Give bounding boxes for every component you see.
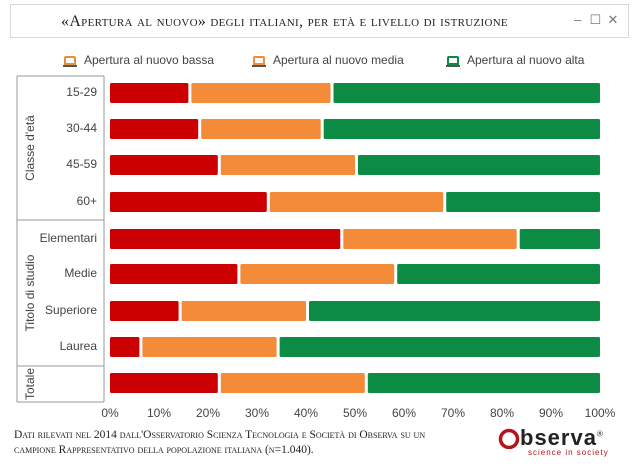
- bar-high: [358, 155, 600, 175]
- minimize-icon[interactable]: –: [574, 12, 582, 27]
- bar-medium: [142, 337, 277, 357]
- category-label: 15-29: [66, 85, 97, 99]
- category-label: Superiore: [45, 303, 97, 317]
- legend: Apertura al nuovo bassa Apertura al nuov…: [0, 50, 639, 70]
- group-label: Classe d'età: [23, 115, 37, 181]
- legend-item-medium[interactable]: Apertura al nuovo media: [252, 53, 404, 67]
- logo-tagline: science in society: [528, 448, 609, 457]
- x-tick-label: 90%: [539, 406, 563, 420]
- legend-medium-icon: [252, 55, 266, 67]
- bar-high: [333, 83, 600, 103]
- bar-medium: [201, 119, 321, 139]
- window-controls: – ☐ ✕: [571, 12, 620, 28]
- category-label: Medie: [64, 266, 97, 280]
- stacked-bar-chart: Classe d'età Titolo di studio Totale 15-29 3…: [16, 75, 616, 420]
- bar-low: [110, 301, 179, 321]
- x-tick-label: 50%: [343, 406, 367, 420]
- bar-medium: [181, 301, 306, 321]
- bar-high: [519, 229, 600, 249]
- bar-medium: [220, 155, 355, 175]
- bar-low: [110, 229, 341, 249]
- legend-high-label: Apertura al nuovo alta: [467, 53, 585, 67]
- x-tick-label: 40%: [294, 406, 318, 420]
- bar-low: [110, 192, 267, 212]
- x-tick-label: 80%: [490, 406, 514, 420]
- x-tick-label: 10%: [147, 406, 171, 420]
- x-tick-label: 60%: [392, 406, 416, 420]
- bar-medium: [220, 373, 365, 393]
- bar-low: [110, 373, 218, 393]
- x-tick-label: 70%: [441, 406, 465, 420]
- maximize-icon[interactable]: ☐: [589, 12, 602, 27]
- close-icon[interactable]: ✕: [607, 12, 619, 27]
- legend-high-icon: [446, 55, 460, 67]
- title-bar: «Apertura al nuovo» degli italiani, per …: [10, 4, 629, 38]
- category-label: Elementari: [40, 231, 97, 245]
- bar-low: [110, 155, 218, 175]
- category-label: 45-59: [66, 157, 97, 171]
- legend-low-label: Apertura al nuovo bassa: [84, 53, 215, 67]
- legend-medium-label: Apertura al nuovo media: [273, 53, 404, 67]
- x-tick-label: 100%: [585, 406, 616, 420]
- footer-note: Dati rilevati nel 2014 dall'Osservatorio…: [14, 429, 426, 456]
- bar-high: [309, 301, 600, 321]
- logo-ring-icon: [498, 428, 520, 449]
- category-label: Laurea: [60, 339, 98, 353]
- bar-medium: [269, 192, 444, 212]
- x-tick-label: 30%: [245, 406, 269, 420]
- group-label: Totale: [23, 368, 37, 400]
- legend-low-icon: [63, 55, 77, 67]
- category-label: 60+: [77, 194, 97, 208]
- chart-title: «Apertura al nuovo» degli italiani, per …: [61, 13, 508, 30]
- bar-high: [367, 373, 600, 393]
- x-tick-label: 0%: [101, 406, 119, 420]
- bar-medium: [240, 264, 395, 284]
- bar-low: [110, 83, 189, 103]
- legend-item-high[interactable]: Apertura al nuovo alta: [446, 53, 585, 67]
- category-label: 30-44: [66, 121, 97, 135]
- logo-text: bserva®: [520, 425, 604, 450]
- bar-high: [397, 264, 600, 284]
- bar-high: [279, 337, 600, 357]
- x-tick-label: 20%: [196, 406, 220, 420]
- bar-high: [323, 119, 600, 139]
- bar-high: [446, 192, 600, 212]
- bar-low: [110, 337, 140, 357]
- group-label: Titolo di studio: [23, 254, 37, 331]
- observa-logo: bserva® science in society: [498, 425, 623, 457]
- bar-medium: [191, 83, 331, 103]
- bar-low: [110, 264, 238, 284]
- bar-medium: [343, 229, 517, 249]
- legend-item-low[interactable]: Apertura al nuovo bassa: [63, 53, 215, 67]
- bar-low: [110, 119, 199, 139]
